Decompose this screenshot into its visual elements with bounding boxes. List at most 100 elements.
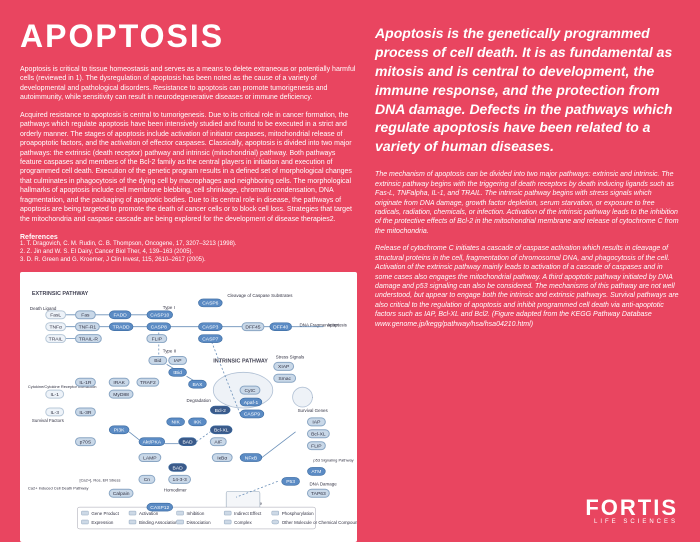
node-label-akt: Akt/PKA bbox=[143, 440, 162, 446]
node-label-casp12: CASP12 bbox=[150, 505, 169, 511]
mechanism-para-2: Release of cytochrome C initiates a casc… bbox=[375, 244, 680, 329]
legend-item: Gene Product bbox=[91, 511, 119, 516]
node-label-fasl: FasL bbox=[50, 313, 61, 319]
node-label-tradd: TRADD bbox=[113, 325, 130, 331]
node-label-casp6: CASP6 bbox=[202, 301, 218, 307]
node-label-nik: NIK bbox=[172, 420, 181, 426]
node-label-nfkb: NFκB bbox=[245, 456, 258, 462]
node-label-cn: Cn bbox=[144, 478, 151, 484]
node-label-irak: IRAK bbox=[113, 380, 125, 386]
node-label-il1: IL-1 bbox=[50, 392, 59, 398]
intro-para-1: Apoptosis is critical to tissue homeosta… bbox=[20, 65, 357, 103]
node-label-trail: TRAIL bbox=[49, 337, 63, 343]
heading-intrinsic: INTRINSIC PATHWAY bbox=[213, 359, 268, 365]
references-heading: References bbox=[20, 234, 357, 241]
node-label-tap63: TAP63 bbox=[311, 491, 326, 497]
intro-para-2: Acquired resistance to apoptosis is cent… bbox=[20, 111, 357, 224]
nucleus-shape bbox=[293, 388, 313, 408]
legend-glyph bbox=[224, 520, 231, 524]
legend-glyph bbox=[81, 511, 88, 515]
legend-item: Complex bbox=[234, 520, 252, 525]
node-label-il1r: IL-1R bbox=[79, 380, 92, 386]
label-type2: Type II bbox=[163, 349, 176, 354]
mechanism-para-1: The mechanism of apoptosis can be divide… bbox=[375, 170, 680, 236]
node-label-il3: IL-3 bbox=[50, 410, 59, 416]
page-title: APOPTOSIS bbox=[20, 18, 357, 55]
node-label-cytc: CytC bbox=[244, 388, 255, 394]
node-label-p70s: p70S bbox=[80, 440, 92, 446]
node-label-smac: Smac bbox=[278, 376, 291, 382]
node-label-bclxl2: Bcl-XL bbox=[311, 432, 326, 438]
node-label-tbid: tBid bbox=[173, 371, 182, 377]
label-death-ligand: Death Ligand bbox=[30, 306, 57, 311]
node-label-ikba: IκBα bbox=[217, 456, 227, 462]
legend-item: Phosphorylation bbox=[282, 511, 314, 516]
node-label-bad2: BAD bbox=[173, 466, 184, 472]
legend-item: Activation bbox=[139, 511, 159, 516]
label-degradation: Degradation bbox=[187, 398, 212, 403]
label-ca-induced: Ca2+ Induced Cell Death Pathway bbox=[28, 486, 89, 491]
logo-sub: LIFE SCIENCES bbox=[585, 519, 678, 525]
label-homodimer: Homodimer bbox=[164, 488, 188, 493]
reference-item: 1. T. Dragovich, C. M. Rudin, C. B. Thom… bbox=[20, 241, 357, 249]
label-dna-damage: DNA Damage bbox=[309, 482, 337, 487]
reference-item: 2. Z. Jin and W. S. El Dairy, Cancer Bio… bbox=[20, 249, 357, 257]
node-label-il3r: IL-3R bbox=[79, 410, 92, 416]
heading-extrinsic: EXTRINSIC PATHWAY bbox=[32, 291, 89, 297]
references-list: 1. T. Dragovich, C. M. Rudin, C. B. Thom… bbox=[20, 241, 357, 264]
label-survival-factors: Survival Factors bbox=[32, 418, 65, 423]
node-label-p53: P53 bbox=[286, 480, 295, 486]
node-label-fas: Fas bbox=[81, 313, 90, 319]
node-label-atm: ATM bbox=[311, 470, 321, 476]
label-calcium: [Ca2+], Ros, ER Stress bbox=[79, 478, 120, 483]
pullquote: Apoptosis is the genetically programmed … bbox=[375, 24, 680, 156]
node-label-trailr: TRAIL-R bbox=[79, 337, 99, 343]
node-label-lamp: LAMP bbox=[143, 456, 157, 462]
node-label-ikk: IKK bbox=[193, 420, 202, 426]
legend-item: Dissociation bbox=[187, 520, 212, 525]
legend-item: Inhibition bbox=[187, 511, 205, 516]
node-label-1433: 14-3-3 bbox=[172, 478, 187, 484]
brand-logo: FORTIS LIFE SCIENCES bbox=[585, 495, 678, 525]
legend-glyph bbox=[81, 520, 88, 524]
legend-glyph bbox=[224, 511, 231, 515]
node-label-apaf1: Apaf-1 bbox=[244, 400, 259, 406]
cellcycle-box bbox=[226, 492, 260, 510]
node-label-myd88: MyD88 bbox=[113, 392, 129, 398]
edges bbox=[66, 315, 324, 497]
legend-glyph bbox=[177, 520, 184, 524]
legend-item: Expression bbox=[91, 520, 114, 525]
pathway-diagram: EXTRINSIC PATHWAY INTRINSIC PATHWAY Deat… bbox=[20, 272, 357, 542]
node-label-xiap: XIAP bbox=[278, 365, 290, 371]
legend-item: Other Molecule or Chemical Compound bbox=[282, 520, 357, 525]
label-apoptosis: Apoptosis bbox=[327, 323, 347, 328]
label-type1: Type I bbox=[163, 305, 175, 310]
node-label-traf2: TRAF2 bbox=[140, 380, 156, 386]
node-label-pi3k: PI3K bbox=[114, 428, 125, 434]
logo-main: FORTIS bbox=[585, 495, 678, 521]
node-label-dff45: DFF45 bbox=[245, 325, 260, 331]
legend: Gene Product Activation Inhibition Indirect… bbox=[77, 508, 357, 530]
node-label-flipg: FLIP bbox=[311, 444, 322, 450]
node-label-bad: BAD bbox=[182, 440, 193, 446]
node-label-bcl2: Bcl-2 bbox=[215, 408, 227, 414]
label-p53sig: p53 Signaling Pathway bbox=[313, 458, 353, 463]
node-label-fadd: FADD bbox=[114, 313, 128, 319]
legend-item: Binding Association bbox=[139, 520, 178, 525]
node-label-casp3: CASP3 bbox=[202, 325, 218, 331]
node-label-bclxl: Bcl-XL bbox=[214, 428, 229, 434]
legend-glyph bbox=[272, 520, 279, 524]
node-label-bid: Bid bbox=[154, 359, 161, 365]
pathway-svg: EXTRINSIC PATHWAY INTRINSIC PATHWAY Deat… bbox=[20, 272, 357, 542]
node-label-casp9: CASP9 bbox=[244, 412, 260, 418]
label-survival-genes: Survival Genes bbox=[298, 408, 329, 413]
node-label-tnfa: TNFα bbox=[49, 325, 62, 331]
node-label-iap: IAP bbox=[174, 359, 183, 365]
node-label-iapg: IAP bbox=[312, 420, 321, 426]
node-label-dff40: DFF40 bbox=[273, 325, 288, 331]
legend-glyph bbox=[129, 511, 136, 515]
node-label-casp7: CASP7 bbox=[202, 337, 218, 343]
node-label-calp: Calpain bbox=[113, 491, 130, 497]
label-stress: Stress Signals bbox=[276, 355, 305, 360]
legend-item: Indirect Effect bbox=[234, 511, 262, 516]
